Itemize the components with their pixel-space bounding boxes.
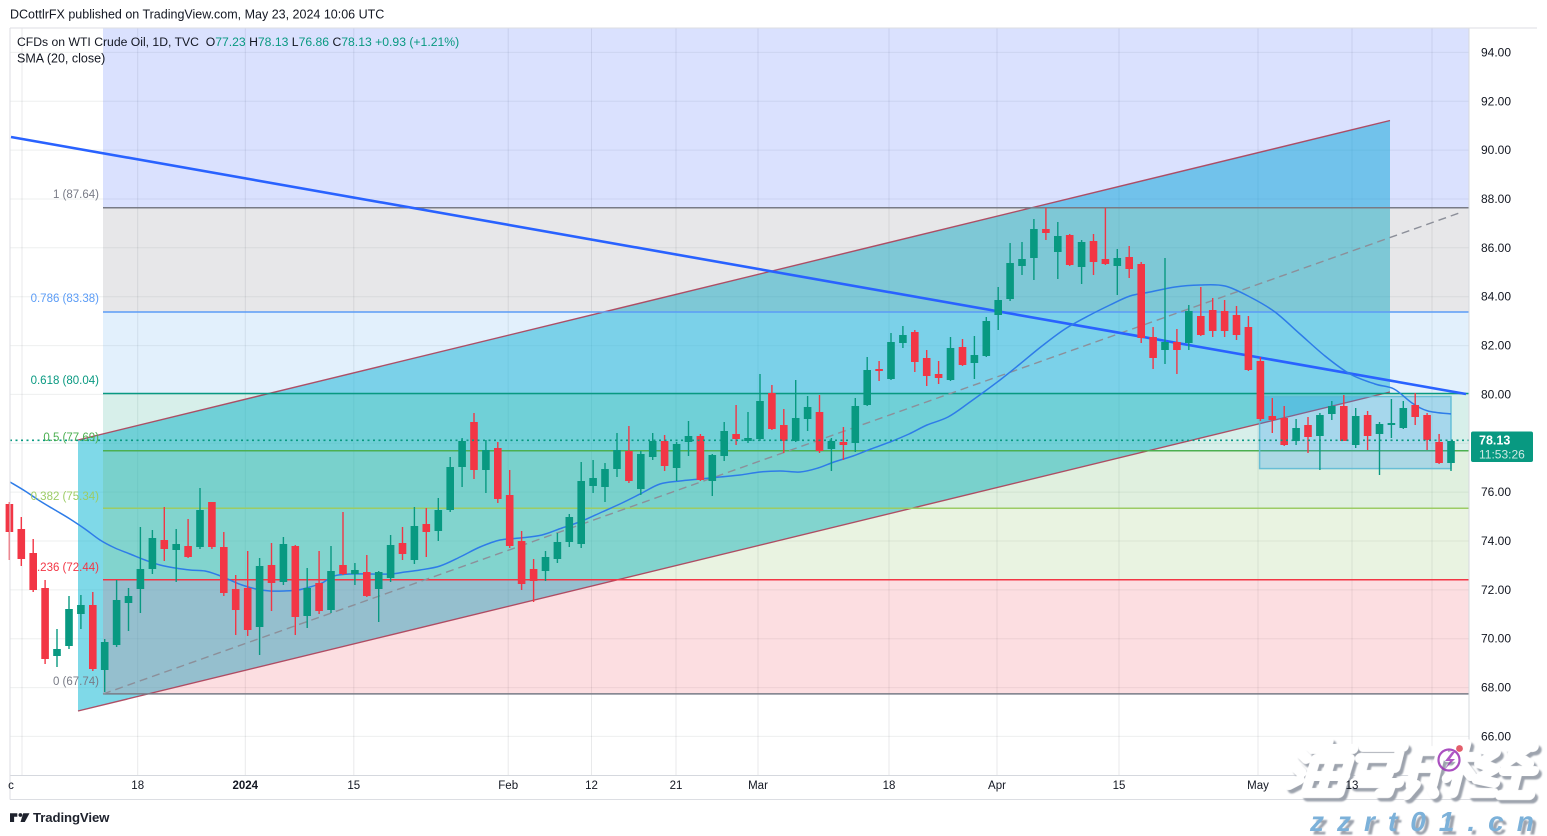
svg-text:68.00: 68.00: [1481, 681, 1511, 695]
svg-text:Feb: Feb: [498, 780, 518, 792]
svg-text:82.00: 82.00: [1481, 339, 1511, 353]
svg-text:21: 21: [670, 780, 683, 792]
svg-text:94.00: 94.00: [1481, 45, 1511, 59]
svg-text:70.00: 70.00: [1481, 632, 1511, 646]
svg-text:72.00: 72.00: [1481, 583, 1511, 597]
svg-text:74.00: 74.00: [1481, 534, 1511, 548]
svg-text:0.618 (80.04): 0.618 (80.04): [31, 375, 100, 387]
svg-text:1 (87.64): 1 (87.64): [53, 189, 99, 201]
svg-text:76.00: 76.00: [1481, 485, 1511, 499]
svg-text:0.786 (83.38): 0.786 (83.38): [31, 293, 100, 305]
svg-text:90.00: 90.00: [1481, 143, 1511, 157]
svg-text:0 (67.74): 0 (67.74): [53, 676, 99, 688]
svg-text:13: 13: [1346, 780, 1359, 792]
svg-text:11:53:26: 11:53:26: [1479, 448, 1525, 462]
svg-text:0.236 (72.44): 0.236 (72.44): [31, 562, 100, 574]
svg-text:80.00: 80.00: [1481, 387, 1511, 401]
svg-text:2024: 2024: [233, 780, 259, 792]
svg-text:92.00: 92.00: [1481, 94, 1511, 108]
svg-text:15: 15: [347, 780, 360, 792]
svg-text:18: 18: [883, 780, 896, 792]
svg-text:0.5 (77.69): 0.5 (77.69): [43, 432, 99, 444]
svg-text:84.00: 84.00: [1481, 290, 1511, 304]
svg-text:78.13: 78.13: [1479, 434, 1510, 448]
svg-text:May: May: [1247, 780, 1269, 792]
svg-text:Apr: Apr: [988, 780, 1006, 792]
svg-text:SMA (20, close): SMA (20, close): [17, 52, 105, 66]
svg-text:88.00: 88.00: [1481, 192, 1511, 206]
svg-text:66.00: 66.00: [1481, 729, 1511, 743]
svg-text:15: 15: [1113, 780, 1126, 792]
svg-text:86.00: 86.00: [1481, 241, 1511, 255]
svg-text:CFDs on WTI Crude Oil, 1D, TVC: CFDs on WTI Crude Oil, 1D, TVC O77.23 H7…: [17, 35, 459, 49]
svg-text:Mar: Mar: [748, 780, 768, 792]
svg-text:0.382 (75.34): 0.382 (75.34): [31, 491, 100, 503]
svg-text:DCottlrFX published on Trading: DCottlrFX published on TradingView.com, …: [10, 8, 384, 22]
svg-text:18: 18: [131, 780, 144, 792]
svg-text:c: c: [8, 780, 14, 792]
svg-text:12: 12: [585, 780, 598, 792]
svg-text:TradingView: TradingView: [33, 810, 110, 825]
